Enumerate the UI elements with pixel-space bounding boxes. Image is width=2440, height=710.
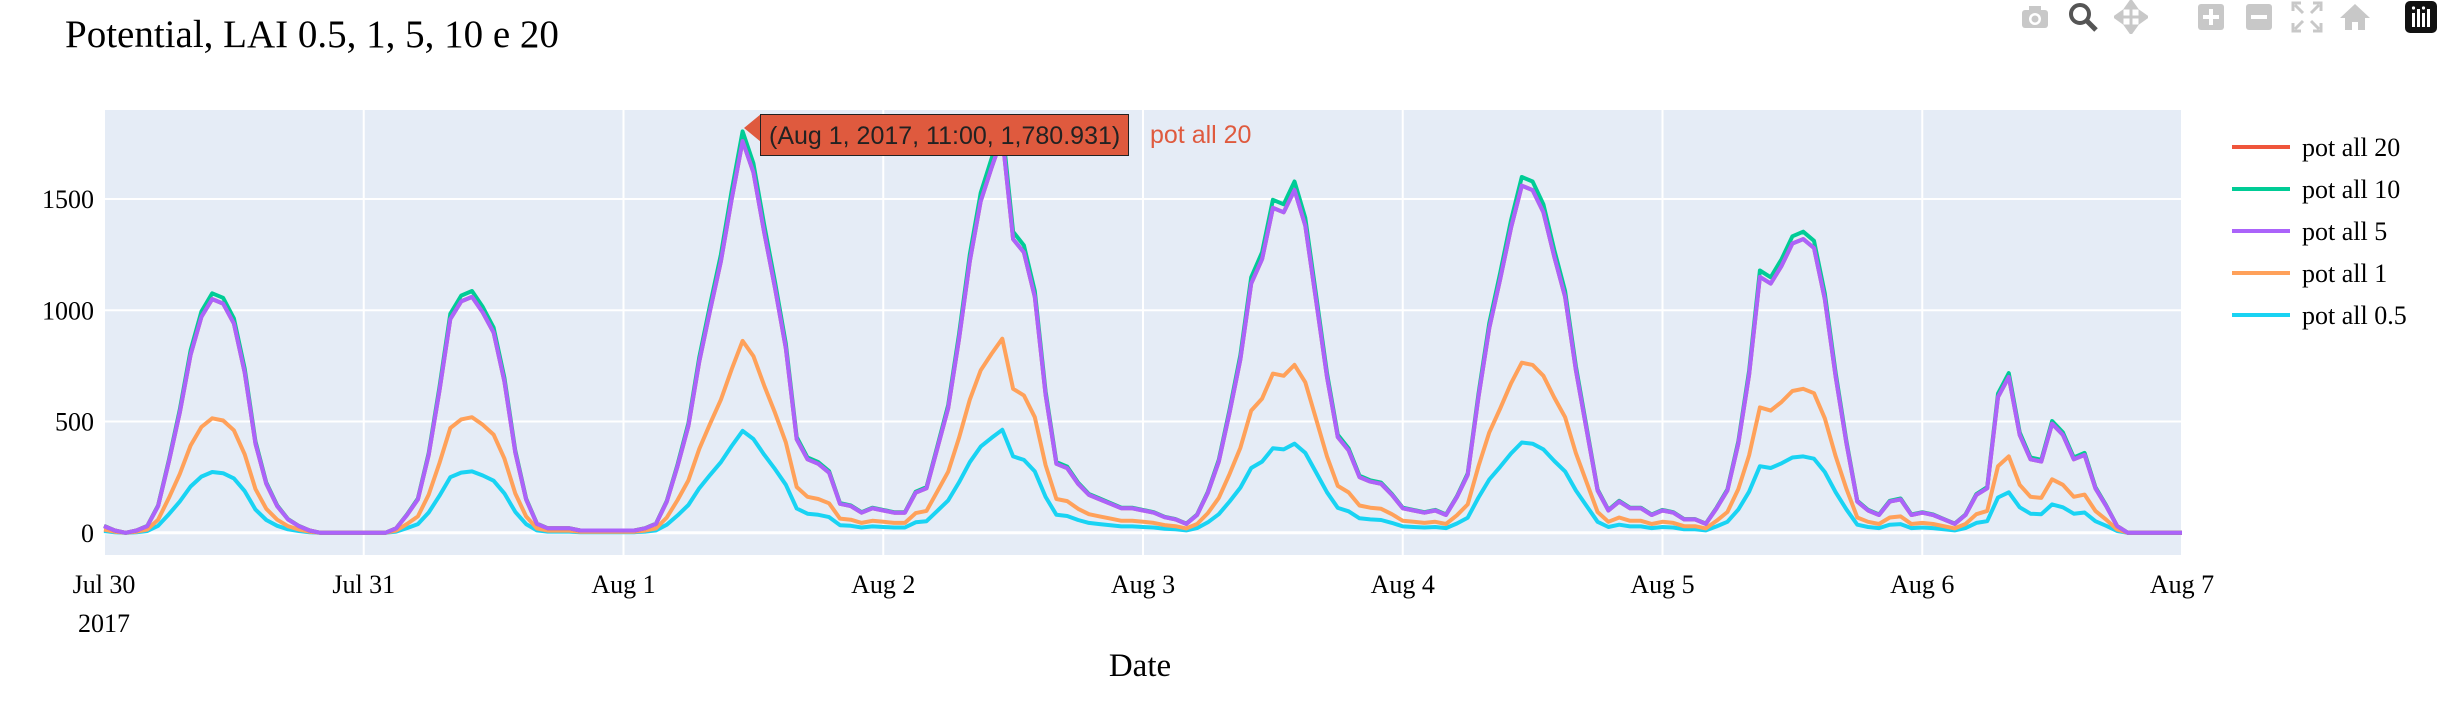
modebar	[2000, 0, 2440, 36]
zoom-in-icon[interactable]	[2194, 0, 2228, 34]
series-lines	[103, 124, 2182, 535]
hover-arrow	[744, 114, 761, 142]
y-tick-label: 1000	[42, 296, 94, 325]
x-tick-label: Aug 6	[1890, 570, 1954, 599]
legend-item[interactable]: pot all 10	[2232, 175, 2400, 204]
x-tick-label: Jul 31	[332, 570, 395, 599]
legend-label: pot all 20	[2302, 133, 2400, 162]
autoscale-icon[interactable]	[2290, 0, 2324, 34]
legend-label: pot all 0.5	[2302, 301, 2407, 330]
hover-label: (Aug 1, 2017, 11:00, 1,780.931)	[760, 114, 1130, 156]
hover-series-name: pot all 20	[1150, 121, 1252, 149]
legend-item[interactable]: pot all 0.5	[2232, 301, 2407, 330]
x-tick-label: Aug 5	[1630, 570, 1694, 599]
zoom-out-icon[interactable]	[2242, 0, 2276, 34]
zoom-icon[interactable]	[2066, 0, 2100, 34]
y-tick-label: 0	[81, 519, 94, 548]
legend[interactable]: pot all 20 pot all 10 pot all 5 pot all 1 po…	[2232, 133, 2407, 330]
legend-item[interactable]: pot all 5	[2232, 217, 2387, 246]
x-axis-title: Date	[1108, 648, 1172, 684]
y-tick-label: 1500	[42, 185, 94, 214]
chart-title: Potential, LAI 0.5, 1, 5, 10 e 20	[65, 13, 559, 56]
x-tick-year-label: 2017	[78, 609, 130, 638]
axis-ticks: Jul 30 2017 Jul 31 Aug 1 Aug 2 Aug 3 Aug 4 Aug …	[42, 185, 2214, 638]
series-line-pot-all-0-5[interactable]	[103, 427, 2182, 535]
series-line-pot-all-5[interactable]	[103, 134, 2182, 535]
camera-icon[interactable]	[2018, 0, 2052, 34]
series-line-pot-all-1[interactable]	[103, 336, 2182, 535]
x-tick-label: Jul 30	[73, 570, 136, 599]
x-tick-label: Aug 4	[1371, 570, 1435, 599]
plotly-logo-icon[interactable]	[2404, 0, 2438, 34]
x-tick-label: Aug 7	[2150, 570, 2214, 599]
x-tick-label: Aug 2	[851, 570, 915, 599]
pan-icon[interactable]	[2112, 0, 2150, 36]
reset-axes-icon[interactable]	[2338, 0, 2372, 34]
x-tick-label: Aug 3	[1111, 570, 1175, 599]
legend-label: pot all 5	[2302, 217, 2387, 246]
x-tick-label: Aug 1	[591, 570, 655, 599]
legend-label: pot all 10	[2302, 175, 2400, 204]
legend-label: pot all 1	[2302, 259, 2387, 288]
legend-item[interactable]: pot all 20	[2232, 133, 2400, 162]
y-tick-label: 500	[55, 408, 94, 437]
legend-item[interactable]: pot all 1	[2232, 259, 2387, 288]
